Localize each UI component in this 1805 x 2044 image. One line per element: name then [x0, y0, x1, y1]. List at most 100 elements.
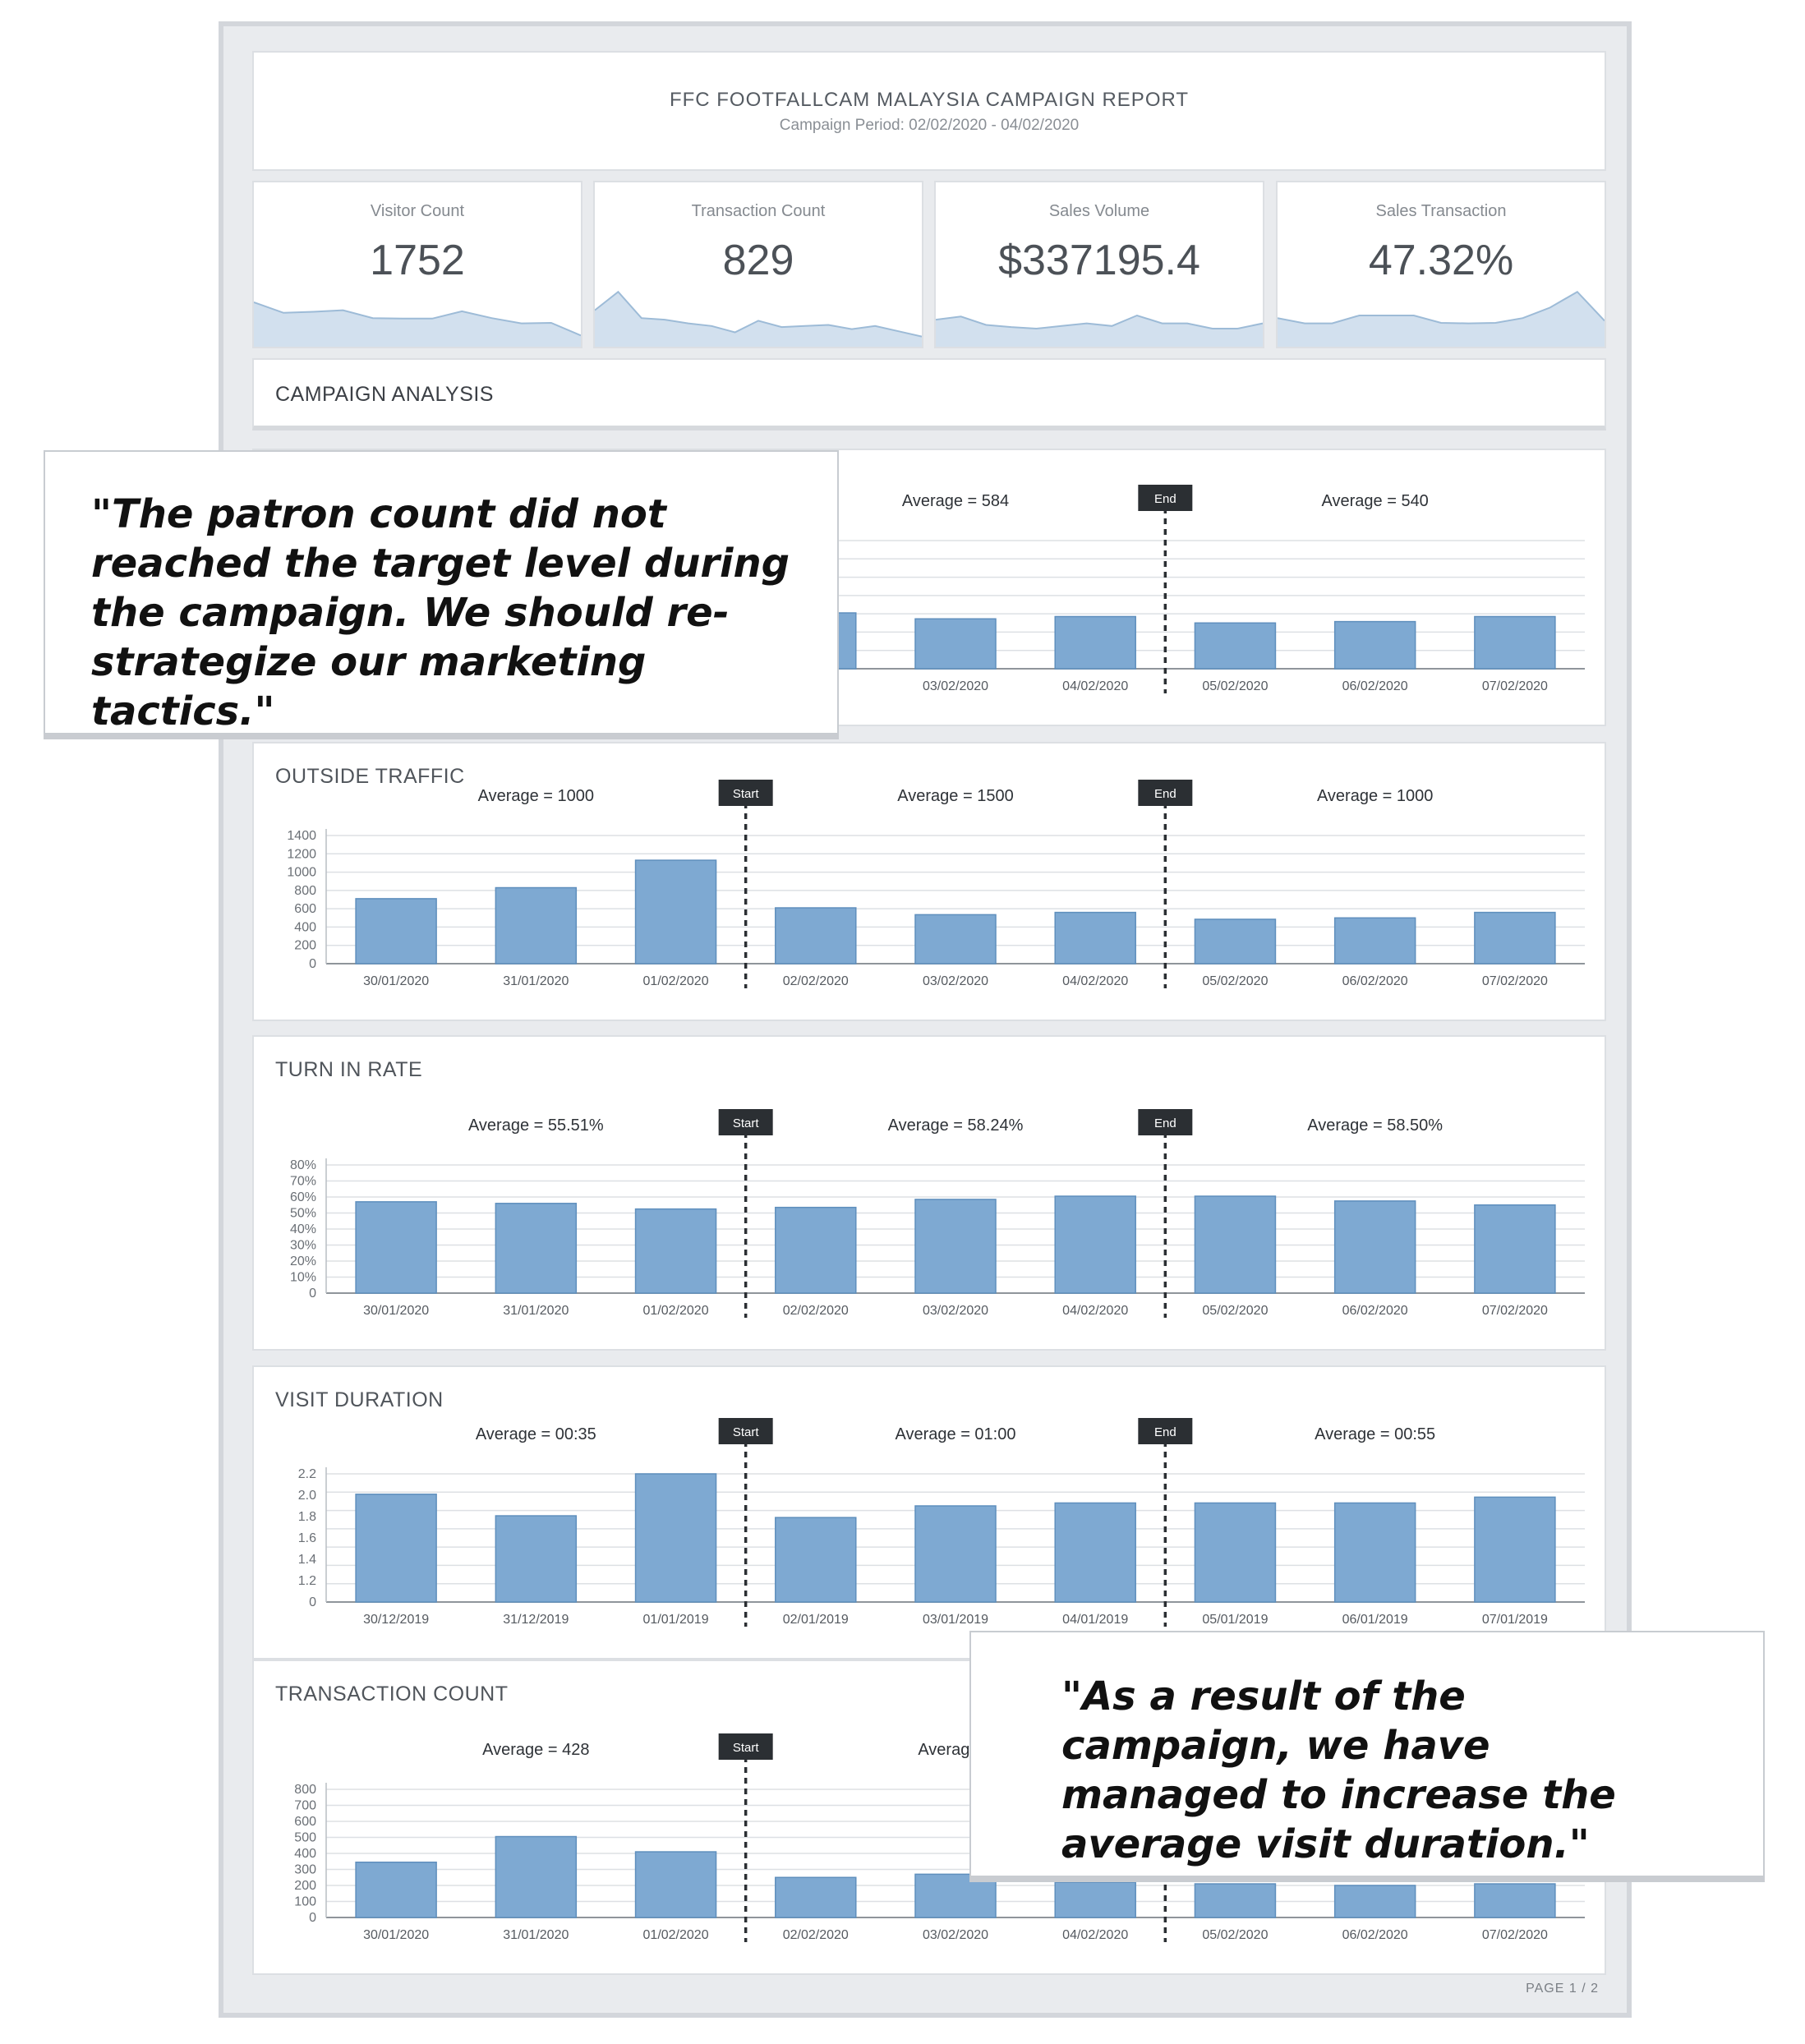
bar [1333, 1502, 1416, 1603]
bar [1474, 911, 1556, 964]
chart-title: TRANSACTION COUNT [275, 1683, 509, 1706]
bar [914, 618, 997, 670]
y-tick-label: 800 [294, 1783, 316, 1797]
bar [1474, 615, 1556, 670]
y-tick-label: 300 [294, 1863, 316, 1877]
y-tick-label: 1.4 [298, 1553, 316, 1567]
y-tick-label: 600 [294, 902, 316, 916]
y-tick-label: 2.0 [298, 1489, 316, 1503]
period-average: Average = 00:35 [476, 1425, 596, 1443]
x-tick-label: 30/01/2020 [363, 974, 429, 988]
sparkline-line [254, 302, 581, 337]
end-marker [1138, 485, 1193, 511]
x-tick-label: 31/01/2020 [503, 1304, 569, 1318]
x-tick-label: 03/02/2020 [923, 974, 988, 988]
x-tick-label: 01/02/2020 [643, 1304, 709, 1318]
bar [775, 1517, 857, 1603]
report-title: FFC FOOTFALLCAM MALAYSIA CAMPAIGN REPORT [669, 89, 1190, 111]
chart-plot: 0 200 400 600 800 1000 1200 1400 30/01/2020 31/01… [287, 780, 1585, 988]
bar [355, 1494, 437, 1603]
end-marker [1138, 780, 1193, 806]
x-tick-label: 04/02/2020 [1062, 1304, 1128, 1318]
period-average: Average = 1000 [1317, 787, 1433, 805]
kpi-sales-transaction[interactable]: Sales Transaction 47.32% [1276, 181, 1606, 348]
x-tick-label: 30/01/2020 [363, 1304, 429, 1318]
x-tick-label: 31/01/2020 [503, 974, 569, 988]
kpi-sparkline [254, 302, 581, 347]
bar [914, 1199, 997, 1294]
bar [634, 1473, 717, 1603]
bar [1194, 1195, 1277, 1294]
end-marker-label: End [1154, 1116, 1176, 1130]
sparkline-area [595, 292, 922, 347]
y-tick-label: 1.6 [298, 1531, 316, 1545]
bar [634, 1851, 717, 1918]
bar [1333, 620, 1416, 670]
y-tick-label: 200 [294, 1879, 316, 1893]
start-marker [718, 780, 773, 806]
kpi-label: Transaction Count [691, 202, 826, 220]
x-tick-label: 06/02/2020 [1342, 1304, 1408, 1318]
bar [355, 898, 437, 964]
y-tick-label: 1.2 [298, 1574, 316, 1588]
start-marker-label: Start [733, 1741, 760, 1755]
bar [634, 1208, 717, 1294]
bar [1054, 1195, 1136, 1294]
kpi-sales-volume[interactable]: Sales Volume $337195.4 [934, 181, 1264, 348]
turn-in-rate-chart: TURN IN RATE 0 10% 20% 30% 40% 50% 60% 70% 80% 30… [252, 1035, 1606, 1351]
x-tick-label: 02/02/2020 [783, 1304, 849, 1318]
bar [914, 1505, 997, 1603]
y-tick-label: 0 [309, 1287, 316, 1301]
x-tick-label: 03/02/2020 [923, 679, 988, 693]
kpi-label: Sales Transaction [1375, 202, 1507, 220]
x-tick-label: 07/02/2020 [1482, 1304, 1548, 1318]
bar [1194, 1883, 1277, 1918]
y-tick-label: 80% [290, 1158, 316, 1172]
x-tick-label: 07/01/2019 [1482, 1613, 1548, 1627]
y-tick-label: 1000 [287, 866, 316, 880]
section-title: CAMPAIGN ANALYSIS [275, 383, 494, 406]
bar [1054, 1881, 1136, 1918]
bar [914, 914, 997, 964]
chart-plot: 0 10% 20%30% 40%50% 60%70% 80% 30/01/2020 31/01… [290, 1109, 1585, 1318]
kpi-value: 47.32% [1368, 237, 1514, 284]
kpi-value: $337195.4 [998, 237, 1200, 284]
campaign-period: Campaign Period: 02/02/2020 - 04/02/2020 [779, 117, 1080, 134]
bar [1054, 1502, 1136, 1603]
bar [495, 886, 578, 964]
sparkline-area [936, 315, 1263, 347]
sparkline-line [595, 290, 922, 338]
y-tick-label: 1200 [287, 847, 316, 861]
start-marker-label: Start [733, 1425, 760, 1439]
kpi-sparkline [936, 314, 1263, 347]
kpi-value: 829 [722, 237, 794, 284]
bar [1474, 1496, 1556, 1603]
sparkline-line [936, 314, 1263, 330]
kpi-sparkline [1278, 290, 1605, 347]
period-average: Average = 58.24% [888, 1116, 1024, 1135]
y-tick-label: 60% [290, 1190, 316, 1204]
campaign-report: FFC FOOTFALLCAM MALAYSIA CAMPAIGN REPORT… [219, 21, 1632, 2018]
end-marker-label: End [1154, 1425, 1176, 1439]
bar [355, 1201, 437, 1294]
campaign-analysis-section: CAMPAIGN ANALYSIS [252, 358, 1606, 430]
bar [1474, 1204, 1556, 1294]
kpi-visitor-count[interactable]: Visitor Count 1752 [252, 181, 582, 348]
start-marker [718, 1733, 773, 1760]
x-tick-label: 04/02/2020 [1062, 1928, 1128, 1942]
bar [355, 1861, 437, 1918]
kpi-transaction-count[interactable]: Transaction Count 829 [593, 181, 923, 348]
period-average: Average = 1000 [478, 787, 594, 805]
page-number: PAGE 1 / 2 [1526, 1982, 1599, 1996]
x-tick-label: 07/02/2020 [1482, 974, 1548, 988]
x-tick-label: 02/02/2020 [783, 1928, 849, 1942]
outside-traffic-chart: OUTSIDE TRAFFIC 0 200 400 600 800 1000 1200 140… [252, 742, 1606, 1021]
x-tick-label: 30/01/2020 [363, 1928, 429, 1942]
x-tick-label: 04/02/2020 [1062, 974, 1128, 988]
x-tick-label: 02/01/2019 [783, 1613, 849, 1627]
y-tick-label: 30% [290, 1239, 316, 1253]
chart-plot: 0 100 200 300 400 500 600 700 800 30/01/2020 31/01… [294, 1733, 1585, 1942]
y-tick-label: 20% [290, 1254, 316, 1268]
y-tick-label: 100 [294, 1895, 316, 1909]
bar [775, 1206, 857, 1294]
